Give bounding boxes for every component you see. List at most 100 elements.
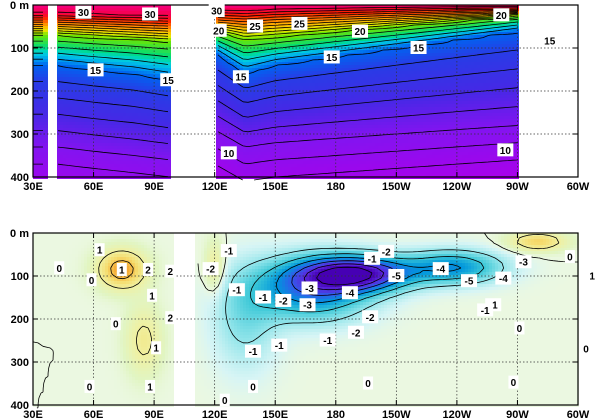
field-cell [93, 125, 96, 128]
field-cell [291, 92, 294, 95]
field-cell [261, 149, 264, 152]
field-cell [228, 23, 231, 26]
field-cell [246, 158, 249, 161]
field-cell [156, 35, 159, 38]
field-cell [216, 134, 219, 137]
field-cell [267, 155, 270, 158]
field-cell [147, 98, 150, 101]
field-cell [237, 59, 240, 62]
field-cell [132, 101, 135, 104]
field-cell [63, 101, 66, 104]
field-cell [231, 131, 234, 134]
field-cell [93, 38, 96, 41]
field-cell [75, 140, 78, 143]
field-cell [114, 155, 117, 158]
field-cell [270, 5, 273, 8]
field-cell [261, 74, 264, 77]
field-cell [129, 116, 132, 119]
field-cell [165, 65, 168, 68]
field-cell [78, 122, 81, 125]
field-cell [249, 146, 252, 149]
field-cell [33, 56, 36, 59]
field-cell [108, 62, 111, 65]
field-cell [120, 173, 123, 176]
field-cell [300, 35, 303, 38]
field-cell [252, 89, 255, 92]
field-cell [336, 95, 339, 98]
field-cell [150, 38, 153, 41]
field-cell [99, 152, 102, 155]
field-cell [36, 77, 39, 80]
field-cell [78, 155, 81, 158]
field-cell [120, 152, 123, 155]
field-cell [108, 149, 111, 152]
field-cell [291, 158, 294, 161]
field-cell [102, 92, 105, 95]
field-cell [150, 146, 153, 149]
field-cell [150, 128, 153, 131]
field-cell [162, 20, 165, 23]
field-cell [102, 98, 105, 101]
field-cell [228, 134, 231, 137]
field-cell [237, 149, 240, 152]
field-cell [309, 152, 312, 155]
field-cell [132, 8, 135, 11]
field-cell [132, 122, 135, 125]
field-cell [264, 98, 267, 101]
field-cell [75, 95, 78, 98]
field-cell [321, 80, 324, 83]
field-cell [153, 95, 156, 98]
field-cell [81, 38, 84, 41]
field-cell [120, 128, 123, 131]
field-cell [294, 83, 297, 86]
field-cell [225, 137, 228, 140]
field-cell [246, 83, 249, 86]
field-cell [165, 92, 168, 95]
field-cell [324, 152, 327, 155]
field-cell [162, 122, 165, 125]
field-cell [111, 173, 114, 176]
field-cell [141, 110, 144, 113]
field-cell [249, 128, 252, 131]
field-cell [216, 164, 219, 167]
field-cell [63, 56, 66, 59]
field-cell [168, 155, 171, 158]
field-cell [135, 125, 138, 128]
field-cell [117, 80, 120, 83]
field-cell [252, 68, 255, 71]
field-cell [228, 113, 231, 116]
field-cell [75, 152, 78, 155]
field-cell [321, 83, 324, 86]
field-cell [222, 80, 225, 83]
field-cell [144, 122, 147, 125]
field-cell [162, 128, 165, 131]
field-cell [222, 110, 225, 113]
field-cell [102, 77, 105, 80]
field-cell [129, 113, 132, 116]
field-cell [60, 131, 63, 134]
field-cell [57, 110, 60, 113]
field-cell [105, 26, 108, 29]
field-cell [249, 131, 252, 134]
field-cell [300, 137, 303, 140]
field-cell [99, 8, 102, 11]
field-cell [237, 167, 240, 170]
field-cell [45, 104, 48, 107]
field-cell [303, 101, 306, 104]
field-cell [102, 8, 105, 11]
field-cell [261, 152, 264, 155]
field-cell [324, 134, 327, 137]
field-cell [153, 80, 156, 83]
field-cell [264, 17, 267, 20]
field-cell [255, 146, 258, 149]
field-cell [33, 41, 36, 44]
field-cell [84, 41, 87, 44]
field-cell [342, 167, 345, 170]
field-cell [318, 149, 321, 152]
field-cell [165, 170, 168, 173]
field-cell [33, 53, 36, 56]
field-cell [291, 80, 294, 83]
field-cell [318, 167, 321, 170]
field-cell [123, 116, 126, 119]
field-cell [162, 86, 165, 89]
